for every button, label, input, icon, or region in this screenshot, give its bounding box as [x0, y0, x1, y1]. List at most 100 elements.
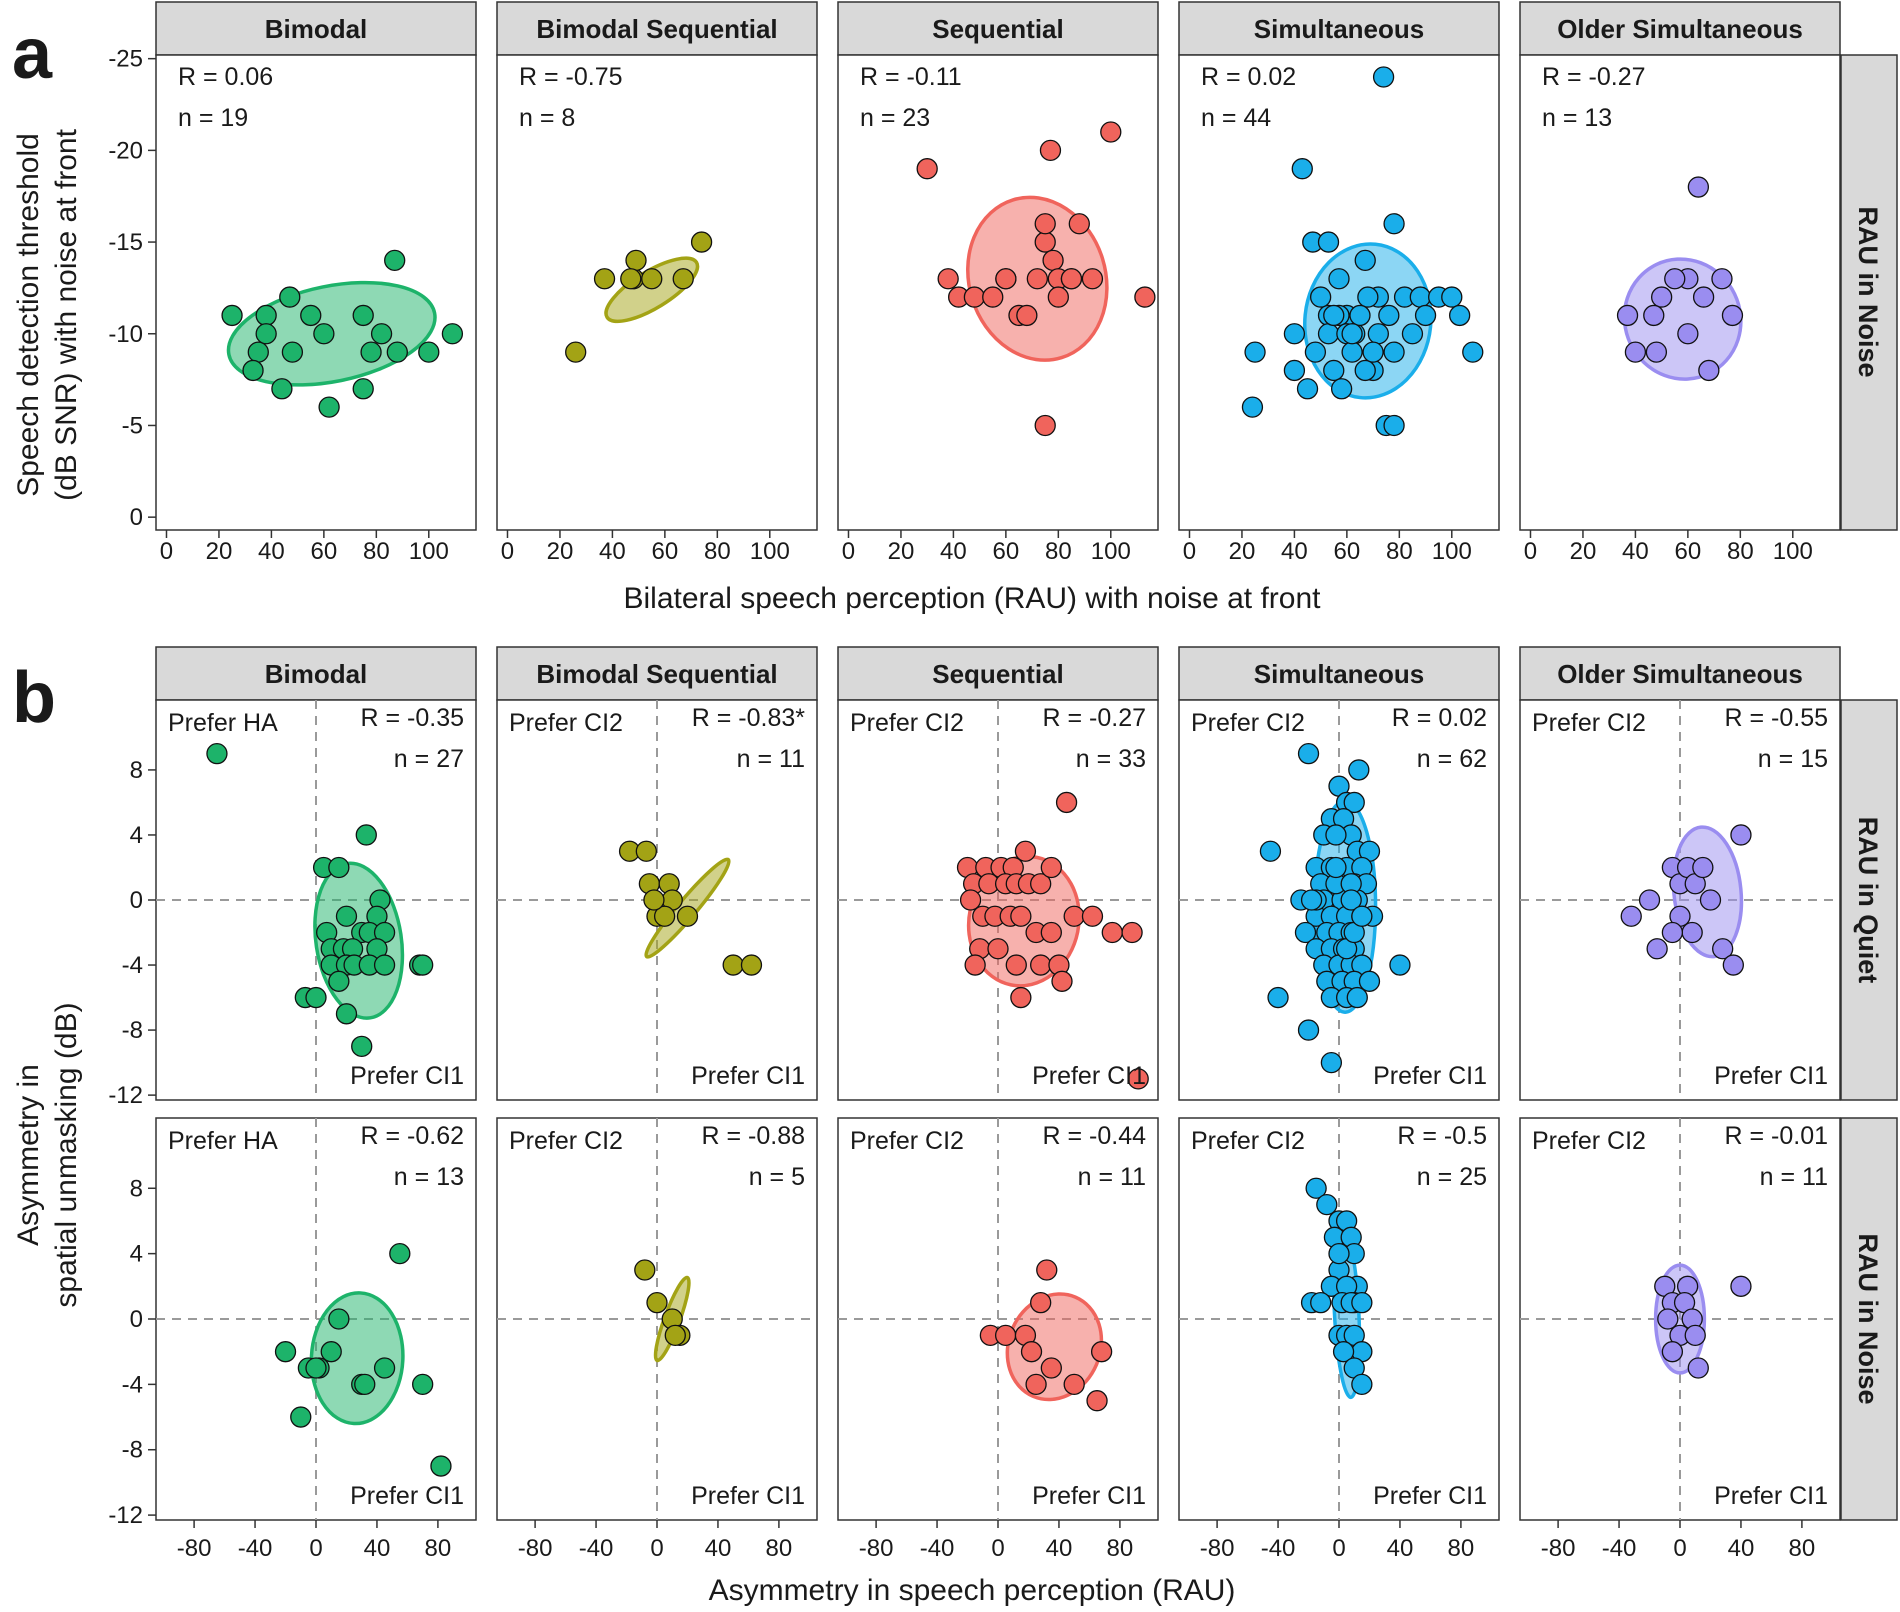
point-a-0-3-7 [1283, 323, 1306, 345]
strip-b-4-label: Older Simultaneous [1557, 659, 1803, 689]
point-a-0-0-17 [313, 323, 335, 345]
point-b-1-2-5 [1020, 1341, 1043, 1363]
point-a-0-0-9 [386, 341, 408, 363]
quadrant-label-top-0-2: Prefer CI2 [850, 709, 964, 737]
point-a-0-4-2 [1664, 268, 1686, 290]
stat-r-b-1-3: R = -0.5 [1397, 1122, 1487, 1150]
point-a-0-4-0 [1687, 176, 1710, 198]
quadrant-label-top-0-4: Prefer CI2 [1532, 709, 1646, 737]
point-a-0-0-4 [352, 304, 374, 327]
x-tick-label-b-0-3: 40 [364, 1535, 391, 1562]
row-strip-b-1 [1840, 1117, 1898, 1521]
x-tick-label-b-2-0: -80 [859, 1535, 894, 1562]
point-a-0-3-21 [1367, 323, 1389, 345]
point-b-1-3-23 [1351, 1373, 1373, 1396]
point-b-1-0-7 [412, 1373, 434, 1396]
point-a-0-3-14 [1378, 304, 1400, 327]
x-tick-label-a-2-4: 80 [1045, 538, 1072, 565]
point-a-0-3-43 [1323, 304, 1345, 327]
y-axis-title-b-line2: spatial unmasking (dB) [50, 1002, 83, 1307]
point-a-0-0-18 [370, 323, 393, 345]
point-b-0-1-8 [740, 954, 763, 976]
y-tick-label-b-1-2: -4 [122, 1371, 143, 1398]
point-a-0-0-5 [384, 249, 406, 272]
point-a-0-2-21 [1047, 286, 1069, 308]
point-a-0-4-7 [1643, 304, 1665, 327]
x-tick-label-a-0-0: 0 [160, 538, 173, 565]
stat-n-a-0-0: n = 19 [178, 104, 248, 132]
quadrant-label-top-1-4: Prefer CI2 [1532, 1127, 1646, 1155]
stat-n-b-0-2: n = 33 [1076, 745, 1146, 773]
stat-r-b-0-3: R = 0.02 [1392, 704, 1487, 732]
stat-r-b-1-2: R = -0.44 [1042, 1122, 1146, 1150]
point-b-0-4-13 [1646, 938, 1668, 960]
point-b-0-0-22 [412, 954, 434, 976]
strip-a-1 [496, 1, 818, 56]
x-tick-label-a-2-1: 20 [888, 538, 915, 565]
point-a-0-3-36 [1296, 378, 1319, 400]
point-a-0-4-5 [1711, 268, 1733, 290]
point-b-0-4-10 [1730, 824, 1752, 846]
point-b-1-2-6 [1063, 1373, 1085, 1396]
x-tick-label-a-4-1: 20 [1570, 538, 1597, 565]
point-a-0-0-6 [441, 323, 464, 345]
point-a-0-3-13 [1357, 286, 1379, 308]
y-axis-title-a-line2: (dB SNR) with noise at front [50, 128, 83, 500]
point-a-0-3-24 [1304, 341, 1327, 363]
x-tick-label-b-4-1: -40 [1602, 1535, 1637, 1562]
quadrant-label-top-1-3: Prefer CI2 [1191, 1127, 1305, 1155]
quadrant-label-top-1-2: Prefer CI2 [850, 1127, 964, 1155]
point-b-1-3-21 [1332, 1341, 1355, 1363]
point-b-0-4-12 [1722, 954, 1744, 976]
y-axis-title-a: Speech detection threshold (dB SNR) with… [12, 128, 83, 500]
point-a-0-4-6 [1616, 304, 1639, 327]
point-b-0-3-45 [1358, 970, 1381, 992]
x-tick-label-b-4-0: -80 [1541, 1535, 1576, 1562]
point-a-0-1-3 [625, 249, 647, 272]
point-a-0-1-6 [672, 268, 694, 290]
point-b-0-3-4 [1343, 791, 1365, 814]
point-a-0-4-8 [1677, 323, 1699, 345]
point-a-0-1-5 [641, 268, 663, 290]
point-b-1-2-8 [1086, 1390, 1108, 1412]
point-b-1-4-6 [1657, 1308, 1679, 1330]
quadrant-label-bottom-1-2: Prefer CI1 [1032, 1482, 1146, 1510]
point-b-0-0-19 [373, 954, 396, 976]
point-b-0-4-1 [1638, 889, 1661, 911]
x-tick-label-b-4-2: 0 [1673, 1535, 1686, 1562]
point-b-1-3-0 [1305, 1177, 1327, 1199]
row-strip-a-0 [1840, 54, 1898, 531]
x-tick-label-a-0-4: 80 [363, 538, 390, 565]
point-a-0-3-38 [1354, 359, 1376, 382]
stat-r-b-1-4: R = -0.01 [1724, 1122, 1828, 1150]
strip-b-1 [496, 646, 818, 701]
stat-n-b-1-3: n = 25 [1417, 1163, 1487, 1191]
point-b-0-2-19 [1040, 921, 1062, 944]
point-b-1-0-3 [328, 1308, 350, 1330]
stat-r-a-0-4: R = -0.27 [1542, 63, 1646, 91]
point-a-0-3-22 [1244, 341, 1266, 363]
x-tick-label-b-4-3: 40 [1728, 1535, 1755, 1562]
point-a-0-0-3 [300, 304, 322, 327]
quadrant-label-top-0-1: Prefer CI2 [509, 709, 623, 737]
strip-b-4 [1519, 646, 1841, 701]
point-b-0-2-11 [1030, 873, 1052, 895]
point-a-0-0-11 [418, 341, 440, 363]
x-tick-label-a-1-2: 40 [599, 538, 626, 565]
x-tick-label-a-4-2: 40 [1622, 538, 1649, 565]
point-b-1-0-4 [320, 1341, 342, 1363]
point-b-0-0-5 [335, 905, 358, 927]
stat-n-b-1-4: n = 11 [1760, 1163, 1828, 1191]
point-b-1-1-4 [664, 1324, 686, 1346]
quadrant-label-top-0-3: Prefer CI2 [1191, 709, 1305, 737]
x-tick-label-a-1-0: 0 [501, 538, 514, 565]
point-b-1-3-16 [1351, 1292, 1373, 1314]
point-a-0-4-10 [1624, 341, 1647, 363]
point-b-0-3-61 [1300, 889, 1323, 911]
x-tick-label-b-0-1: -40 [238, 1535, 273, 1562]
point-a-0-2-9 [1034, 231, 1056, 253]
x-axis-title-a: Bilateral speech perception (RAU) with n… [623, 582, 1321, 615]
x-tick-label-b-1-4: 80 [766, 1535, 793, 1562]
stat-n-a-0-4: n = 13 [1542, 104, 1612, 132]
stat-n-b-0-3: n = 62 [1417, 745, 1487, 773]
